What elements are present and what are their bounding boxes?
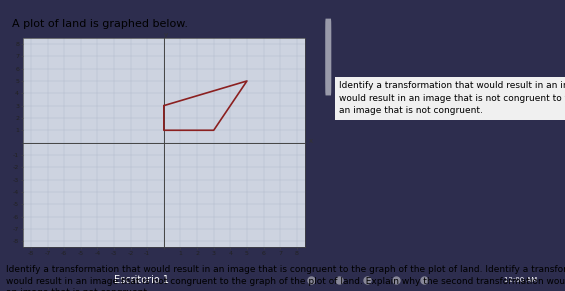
Text: A plot of land is graphed below.: A plot of land is graphed below. [12, 19, 188, 29]
Text: Escritorio 1: Escritorio 1 [114, 275, 169, 285]
FancyBboxPatch shape [325, 19, 331, 95]
Text: y: y [164, 32, 168, 38]
Text: x: x [308, 138, 312, 144]
Text: Identify a transformation that would result in an image that is congruent to the: Identify a transformation that would res… [6, 265, 565, 291]
Text: 12:00 AM: 12:00 AM [503, 277, 537, 283]
Text: Identify a transformation that would result in an image that is congruent to the: Identify a transformation that would res… [339, 81, 565, 116]
